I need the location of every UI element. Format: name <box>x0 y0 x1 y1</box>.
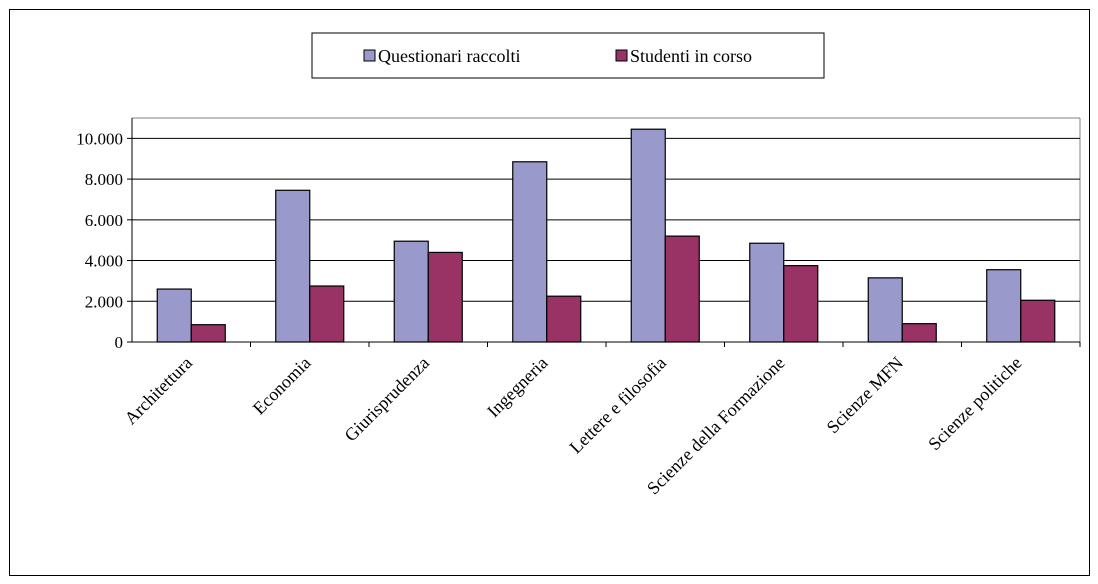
x-tick-label: Scienze MFN <box>823 353 907 437</box>
bar-questionari <box>749 242 785 343</box>
x-tick-label: Ingegneria <box>483 353 552 422</box>
x-tick-label: Scienze politiche <box>924 353 1025 454</box>
legend-box <box>311 32 825 79</box>
bar-questionari <box>393 240 429 343</box>
bar-studenti <box>664 235 700 343</box>
bar-questionari <box>867 277 903 343</box>
y-tick-label: 0 <box>115 333 124 352</box>
bar-studenti <box>901 323 937 343</box>
legend-label-studenti: Studenti in corso <box>630 46 752 66</box>
legend-swatch-studenti <box>615 49 628 62</box>
x-tick-label: Scienze della Formazione <box>643 353 789 499</box>
y-tick-label: 2.000 <box>85 292 123 311</box>
x-tick-label: Lettere e filosofia <box>565 353 670 458</box>
x-tick-label: Architettura <box>120 353 196 429</box>
y-tick-label: 6.000 <box>85 211 123 230</box>
legend-label-questionari: Questionari raccolti <box>378 46 520 66</box>
bar-questionari <box>275 189 311 343</box>
bar-studenti <box>783 265 819 343</box>
y-tick-label: 10.000 <box>76 129 123 148</box>
bar-studenti <box>190 324 226 343</box>
bar-studenti <box>309 285 345 343</box>
y-tick-label: 8.000 <box>85 170 123 189</box>
bar-questionari <box>156 288 192 343</box>
bar-studenti <box>546 295 582 343</box>
bar-studenti <box>427 251 463 343</box>
bar-questionari <box>986 269 1022 343</box>
legend: Questionari raccolti Studenti in corso <box>311 32 825 79</box>
x-tick-label: Economia <box>249 353 315 419</box>
y-tick-label: 4.000 <box>85 252 123 271</box>
bar-questionari <box>630 128 666 343</box>
bar-questionari <box>512 161 548 343</box>
x-tick-label: Giurisprudenza <box>340 353 433 446</box>
plot-area: 0 2.000 4.000 6.000 8.000 10.000 Architettura E… <box>76 117 1081 499</box>
bar-studenti <box>1020 299 1056 343</box>
legend-swatch-questionari <box>363 49 376 62</box>
